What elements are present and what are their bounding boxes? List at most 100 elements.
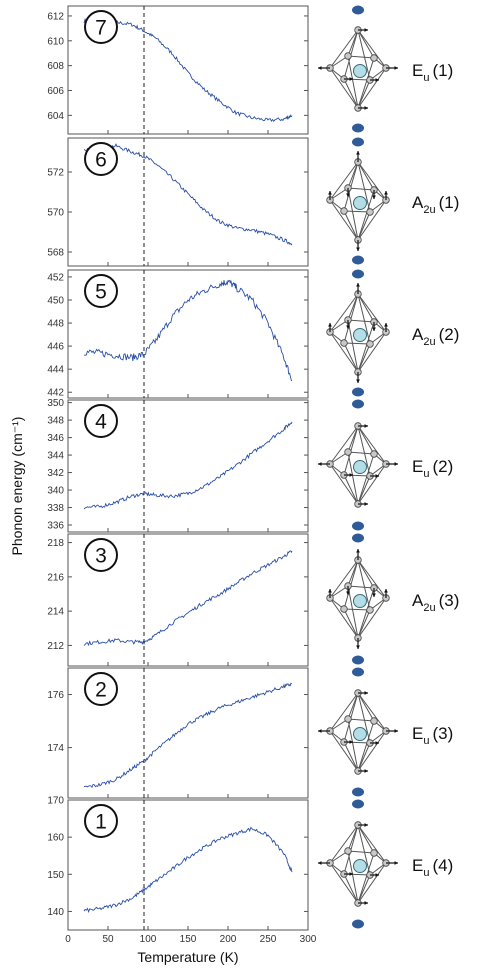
arrow-head (356, 283, 360, 287)
bond (347, 585, 375, 589)
panel-number-circle (84, 142, 118, 176)
arrow-head (356, 247, 360, 251)
apical-atom-bottom (352, 655, 364, 665)
bond (357, 587, 375, 639)
panel-number: 6 (95, 149, 107, 172)
panel-2: 174 176 2 (47, 667, 309, 799)
mode-label: A2u (1) (412, 193, 459, 216)
bond (357, 453, 375, 505)
y-tick-label: 340 (47, 486, 64, 497)
bond (329, 67, 359, 109)
panel-number: 2 (95, 679, 107, 702)
y-tick-label: 448 (47, 319, 64, 330)
arrow-head (318, 462, 322, 466)
arrow-head (356, 151, 360, 155)
bond (357, 29, 375, 59)
mode-diagrams: Eu (1) A2u (1) A2u (2) Eu (2) A2u (3) Eu (3) Eu (4) (318, 5, 459, 929)
mode-diagram-4: Eu (2) (318, 399, 453, 531)
y-tick-label: 572 (47, 168, 64, 179)
oxygen-atom (344, 847, 352, 855)
bond (347, 451, 359, 505)
panel-number-circle (84, 672, 118, 706)
apical-atom-bottom (352, 255, 364, 265)
arrow-head (328, 323, 332, 327)
y-tick-label: 442 (47, 388, 64, 399)
arrow-head (364, 769, 368, 773)
arrow-head (349, 740, 353, 744)
bond (357, 331, 387, 373)
y-tick-label: 174 (47, 743, 64, 754)
y-tick-label: 350 (47, 398, 64, 409)
arrow-head (384, 323, 388, 327)
bond (357, 720, 375, 772)
x-tick-label: 200 (220, 934, 237, 945)
bond (357, 559, 375, 589)
bond (347, 187, 375, 191)
bond (357, 293, 387, 333)
bond (343, 210, 359, 241)
bond (357, 161, 371, 213)
data-line (83, 826, 293, 913)
oxygen-atom (366, 340, 374, 348)
y-tick-label: 570 (47, 208, 64, 219)
x-tick-label: 300 (300, 934, 317, 945)
mode-diagram-3: A2u (3) (326, 533, 459, 665)
apical-atom-top (352, 137, 364, 147)
y-tick-label: 214 (47, 607, 64, 618)
arrow-head (356, 645, 360, 649)
mode-diagram-2: Eu (3) (318, 667, 453, 797)
bond (357, 824, 375, 854)
arrow-head (364, 502, 368, 506)
apical-atom-bottom (352, 919, 364, 929)
data-line (83, 682, 293, 789)
bond (329, 559, 359, 599)
mode-diagram-1: Eu (4) (318, 799, 453, 929)
bond (329, 730, 359, 772)
panel-number: 3 (95, 545, 107, 568)
bond (357, 161, 387, 201)
x-tick-label: 0 (65, 934, 71, 945)
arrow-head (318, 861, 322, 865)
bond (347, 319, 375, 323)
y-tick-label: 170 (47, 796, 64, 807)
y-tick-label: 346 (47, 433, 64, 444)
oxygen-atom (340, 207, 348, 215)
bond (343, 608, 359, 639)
panel-6: 568 570 572 6 (47, 137, 309, 267)
mode-label: Eu (1) (412, 61, 453, 84)
arrow-head (328, 191, 332, 195)
panel-3: 212 214 216 218 3 (47, 533, 309, 667)
oxygen-atom (366, 606, 374, 614)
y-tick-label: 452 (47, 272, 64, 283)
y-tick-label: 446 (47, 342, 64, 353)
y-tick-label: 140 (47, 907, 64, 918)
bond (357, 57, 375, 109)
mode-diagram-7: Eu (1) (318, 5, 453, 133)
x-tick-label: 100 (140, 934, 157, 945)
bond (357, 852, 375, 904)
apical-atom-top (352, 269, 364, 279)
arrow-head (349, 872, 353, 876)
bond (329, 425, 359, 465)
mode-label: Eu (3) (412, 724, 453, 747)
y-tick-label: 176 (47, 690, 64, 701)
y-tick-label: 606 (47, 86, 64, 97)
y-tick-label: 450 (47, 295, 64, 306)
arrow-head (346, 591, 350, 595)
bond (347, 451, 375, 455)
center-atom (353, 727, 367, 741)
bond (343, 608, 371, 611)
x-tick-label: 250 (260, 934, 277, 945)
y-tick-label: 336 (47, 521, 64, 532)
x-axis: 0 50 100 150 200 250 300 (65, 934, 317, 945)
x-tick-label: 50 (102, 934, 114, 945)
y-tick-label: 342 (47, 468, 64, 479)
bond (357, 161, 375, 191)
bond (357, 559, 371, 611)
arrow-head (318, 66, 322, 70)
center-atom (353, 460, 367, 474)
panel-number-circle (84, 274, 118, 308)
panel-4: 336 338 340 342 344 346 348 350 4 (47, 398, 309, 533)
